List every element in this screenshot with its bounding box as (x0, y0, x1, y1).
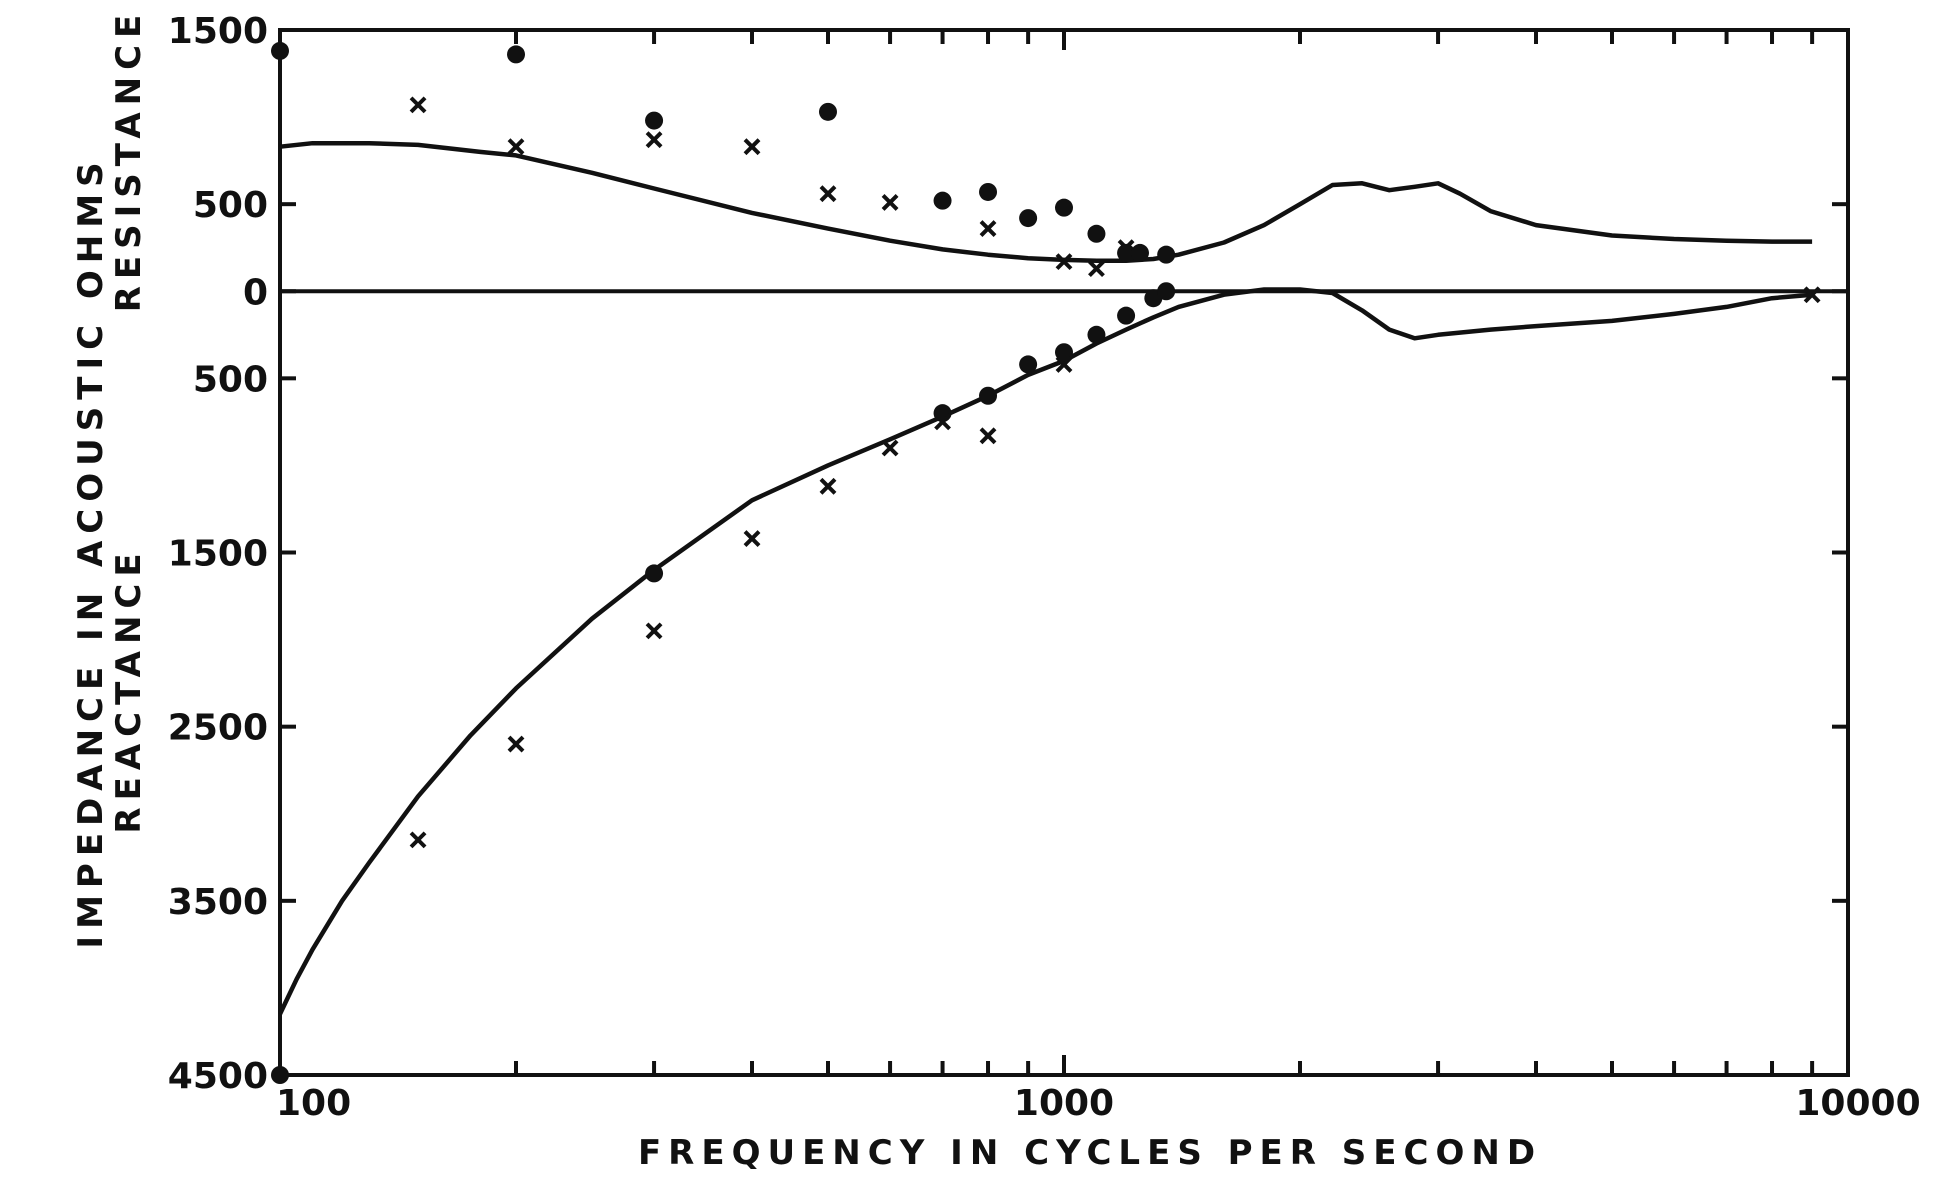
x-tick-label: 10000 (1795, 1083, 1920, 1124)
data-point-dot (1157, 282, 1176, 301)
data-point-x (507, 138, 525, 156)
data-point-x (409, 96, 427, 114)
data-point-x (507, 735, 525, 753)
x-tick-labels: 100 1000 10000 (276, 1083, 1921, 1124)
data-point-dot (1087, 224, 1106, 243)
data-point-x (819, 185, 837, 203)
data-point-dot (645, 111, 664, 130)
y-tick-label: 500 (193, 359, 268, 400)
data-point-dot (1087, 325, 1106, 344)
y-tick-labels: 1500 500 0 500 1500 2500 3500 4500 (168, 11, 268, 1097)
data-point-dot (1157, 245, 1176, 264)
data-point-x (979, 220, 997, 237)
data-point-dot (1117, 306, 1136, 325)
data-point-x (1803, 286, 1821, 304)
data-point-dot (1019, 355, 1038, 374)
data-point-dot (1055, 198, 1073, 217)
data-point-x (819, 477, 837, 495)
data-point-x (409, 831, 427, 849)
data-point-dot (1019, 209, 1038, 228)
data-point-x (881, 439, 899, 457)
data-point-x (934, 413, 951, 431)
data-point-dot (271, 41, 289, 60)
series-line-1 (277, 287, 1813, 1015)
data-point-x (743, 530, 761, 547)
plot-frame (278, 28, 1850, 1077)
data-point-x (1055, 355, 1073, 373)
data-point-dot (818, 102, 837, 121)
x-tick-label: 100 (276, 1083, 351, 1124)
data-point-dot (1117, 243, 1136, 262)
y-axis-title-reactance: REACTANCE (109, 546, 149, 833)
data-point-dot (1130, 243, 1149, 262)
data-point-x (645, 131, 663, 149)
ticks (278, 28, 1850, 1077)
y-tick-label: 3500 (168, 882, 268, 923)
series-layer (271, 41, 1821, 1084)
y-tick-label: 0 (243, 272, 268, 313)
x-tick-label: 1000 (1014, 1083, 1114, 1124)
data-point-x (881, 194, 899, 211)
data-point-x (1117, 239, 1135, 257)
data-point-dot (979, 386, 998, 405)
data-point-x (1088, 260, 1105, 278)
data-point-dot (979, 182, 998, 201)
y-axis-title-outer: IMPEDANCE IN ACOUSTIC OHMS (71, 155, 111, 948)
y-tick-label: 4500 (168, 1056, 268, 1097)
y-tick-label: 2500 (168, 708, 268, 749)
data-point-dot (1055, 343, 1073, 362)
data-point-dot (645, 564, 664, 583)
data-point-x (979, 427, 997, 445)
data-point-dot (507, 45, 526, 64)
y-axis-title-resistance: RESISTANCE (109, 8, 149, 313)
data-point-x (645, 622, 663, 640)
y-tick-label: 500 (193, 185, 268, 226)
y-tick-label: 1500 (168, 534, 268, 575)
data-point-dot (933, 191, 952, 210)
y-tick-label: 1500 (168, 11, 268, 52)
data-point-x (1055, 253, 1073, 271)
series-line-0 (279, 140, 1813, 264)
data-point-x (743, 138, 761, 156)
x-axis-title: FREQUENCY IN CYCLES PER SECOND (638, 1133, 1542, 1173)
data-point-dot (271, 1066, 289, 1084)
